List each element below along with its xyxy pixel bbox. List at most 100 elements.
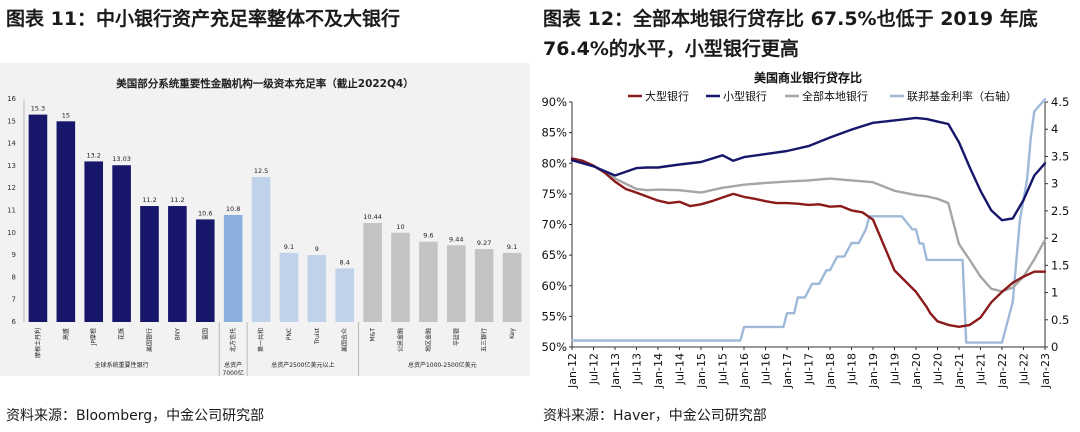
- right-figure-caption: 图表 12：全部本地银行贷存比 67.5%也低于 2019 年底 76.4%的水…: [543, 8, 1038, 60]
- legend-label: 小型银行: [723, 89, 767, 103]
- bar-category-label: 五三银行: [480, 328, 488, 352]
- bar-category-label: 平廷银: [452, 328, 460, 346]
- bar-category-label: PNC: [286, 328, 293, 340]
- x-tick-label: Jan-18: [824, 353, 837, 389]
- bar: [391, 232, 410, 322]
- x-tick-label: Jan-22: [996, 353, 1009, 389]
- series-line-3: [570, 98, 1047, 344]
- legend-label: 全部本地银行: [802, 89, 868, 103]
- left-tick-label: 80%: [541, 156, 567, 170]
- bar-group-label: 总资产7000亿美元以上: [221, 361, 245, 376]
- bar-y-tick-label: 15: [7, 117, 16, 125]
- bar-category-label: 美国银行: [146, 328, 154, 352]
- bar: [56, 121, 76, 322]
- bar-group-label: 全球系统重要性银行: [95, 361, 149, 369]
- bar-value-label: 10.44: [363, 213, 382, 221]
- right-tick-label: 1.5: [1051, 258, 1069, 272]
- line-chart-title: 美国商业银行贷存比: [754, 70, 862, 85]
- bar-y-tick-label: 11: [7, 207, 16, 215]
- bar-value-label: 15.3: [31, 105, 45, 113]
- bar-category-label: 公民金融: [397, 328, 405, 352]
- x-tick-label: Jul-20: [932, 353, 945, 385]
- x-tick-label: Jul-21: [975, 353, 988, 385]
- bar-category-label: JP摩根: [90, 328, 98, 346]
- bar-value-label: 13.2: [86, 151, 100, 159]
- left-tick-label: 65%: [541, 248, 567, 262]
- bar-value-label: 9.6: [423, 232, 433, 240]
- bar-chart-title: 美国部分系统重要性金融机构一级资本充足率（截止2022Q4）: [116, 77, 413, 90]
- bar-value-label: 9: [315, 245, 319, 253]
- bar-category-label: 高盛: [62, 328, 70, 340]
- x-tick-label: Jan-20: [910, 353, 923, 389]
- x-tick-label: Jul-14: [674, 353, 687, 385]
- bar: [140, 206, 159, 322]
- bar-y-tick-label: 8: [12, 273, 16, 281]
- bar-group-label: 总资产2500亿美元以上: [271, 361, 334, 369]
- bar-value-label: 9.1: [284, 243, 294, 251]
- bar: [446, 245, 466, 322]
- bar-value-label: 13.03: [112, 155, 131, 163]
- bar-category-label: 地区金融: [424, 328, 432, 352]
- left-source-note: 资料来源：Bloomberg，中金公司研究部: [6, 408, 265, 424]
- bar-category-label: Key: [509, 328, 516, 339]
- bar-value-label: 10.8: [226, 205, 240, 213]
- right-tick-label: 4: [1051, 122, 1058, 136]
- bar-group-label: 总资产1000-2500亿美元: [408, 361, 477, 369]
- bar: [419, 241, 438, 322]
- left-tick-label: 70%: [541, 218, 567, 232]
- x-tick-label: Jan-23: [1039, 353, 1052, 389]
- right-tick-label: 0.5: [1051, 313, 1069, 327]
- right-tick-label: 1: [1051, 286, 1058, 300]
- bar-value-label: 10: [396, 223, 404, 231]
- bar-value-label: 15: [62, 111, 70, 119]
- bar: [335, 268, 355, 322]
- bar: [307, 255, 327, 322]
- bar-y-tick-label: 10: [7, 229, 16, 237]
- left-tick-label: 55%: [541, 309, 567, 323]
- bar-value-label: 11.2: [142, 196, 156, 204]
- right-source-note: 资料来源：Haver，中金公司研究部: [543, 408, 767, 424]
- bar-value-label: 12.5: [254, 167, 268, 175]
- bar-category-label: 摩根士丹利: [34, 328, 42, 358]
- capital-ratio-bar-chart: 美国部分系统重要性金融机构一级资本充足率（截止2022Q4） 6 7 8 9 10 11 12…: [0, 63, 530, 376]
- right-tick-label: 3: [1051, 177, 1058, 191]
- bar: [223, 214, 243, 322]
- series-line-2: [570, 157, 1047, 293]
- x-tick-label: Jul-12: [588, 353, 601, 385]
- bar-y-tick-label: 6: [12, 318, 17, 326]
- right-tick-label: 3.5: [1051, 149, 1069, 163]
- x-tick-label: Jul-13: [631, 353, 644, 385]
- x-tick-label: Jan-17: [781, 353, 794, 389]
- x-tick-label: Jan-16: [738, 353, 751, 389]
- bar: [251, 177, 271, 322]
- right-tick-label: 2.5: [1051, 204, 1069, 218]
- bar-category-label: 美国合众: [341, 328, 349, 352]
- x-tick-label: Jan-15: [695, 353, 708, 389]
- bar-category-label: 第一共和: [257, 328, 265, 352]
- bar-category-label: Truist: [314, 327, 321, 345]
- x-tick-label: Jan-19: [867, 353, 880, 389]
- x-tick-label: Jan-14: [652, 353, 665, 389]
- bar-value-label: 11.2: [170, 196, 184, 204]
- x-tick-label: Jul-17: [803, 353, 816, 385]
- left-tick-label: 75%: [541, 187, 567, 201]
- bar: [112, 165, 131, 322]
- right-tick-label: 0: [1051, 340, 1058, 354]
- bar: [84, 161, 104, 322]
- bar: [28, 114, 48, 322]
- line-chart-background: [540, 62, 1077, 402]
- x-tick-label: Jul-18: [846, 353, 859, 385]
- left-tick-label: 50%: [541, 340, 567, 354]
- x-tick-label: Jul-19: [889, 353, 902, 385]
- series-line-0: [570, 157, 1047, 328]
- bar-value-label: 10.6: [198, 209, 212, 217]
- series-line-1: [570, 116, 1047, 222]
- bar: [363, 222, 382, 322]
- left-figure-caption: 图表 11：中小银行资产充足率整体不及大银行: [6, 8, 401, 30]
- x-tick-label: Jan-21: [953, 353, 966, 389]
- x-tick-label: Jul-22: [1018, 353, 1031, 385]
- bar-value-label: 9.1: [507, 243, 517, 251]
- bar-y-tick-label: 14: [7, 140, 16, 148]
- legend-label: 联邦基金利率（右轴）: [907, 89, 1017, 103]
